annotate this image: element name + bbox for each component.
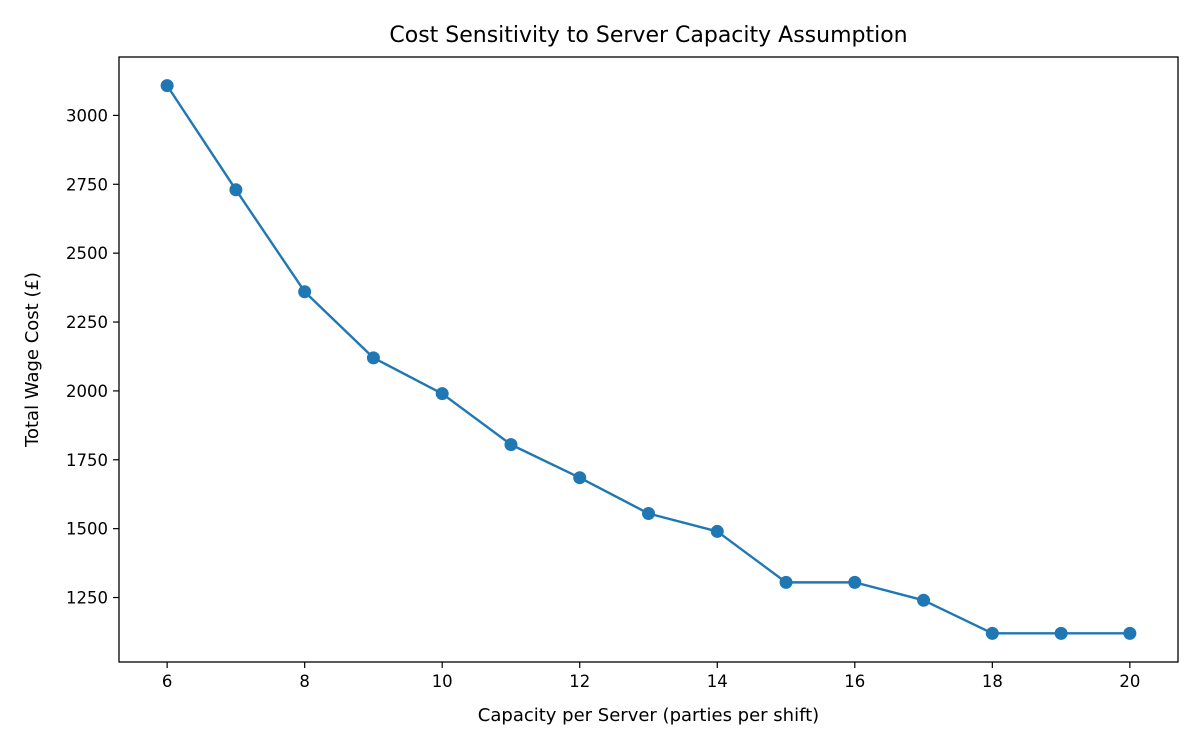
x-tick-label: 14 [707, 672, 728, 691]
data-point [298, 285, 312, 299]
x-tick-label: 20 [1119, 672, 1140, 691]
data-point [779, 575, 793, 589]
y-tick-label: 2000 [66, 382, 108, 401]
y-tick-label: 1500 [66, 520, 108, 539]
data-point [573, 471, 587, 485]
data-point [366, 351, 380, 365]
y-tick-label: 2750 [66, 175, 108, 194]
data-point [229, 183, 243, 197]
y-axis-label: Total Wage Cost (£) [22, 272, 43, 448]
x-tick-label: 12 [569, 672, 590, 691]
x-tick-label: 16 [844, 672, 865, 691]
y-tick-label: 3000 [66, 106, 108, 125]
data-point [710, 524, 724, 538]
series-layer [160, 79, 1137, 640]
data-point [848, 575, 862, 589]
data-point [917, 593, 931, 607]
data-point [504, 438, 518, 452]
y-tick-label: 2500 [66, 244, 108, 263]
x-tick-label: 18 [982, 672, 1003, 691]
series-line [166, 84, 1130, 635]
data-point [1123, 626, 1137, 640]
x-tick-label: 8 [299, 672, 310, 691]
data-point [435, 387, 449, 401]
x-axis: 6 8 10 12 14 16 18 20 [162, 662, 1140, 691]
chart-title: Cost Sensitivity to Server Capacity Assu… [389, 23, 907, 48]
x-tick-label: 10 [432, 672, 453, 691]
plot-frame [118, 56, 1179, 663]
y-tick-label: 1750 [66, 451, 108, 470]
x-tick-label: 6 [162, 672, 173, 691]
y-tick-label: 1250 [66, 589, 108, 608]
data-point [985, 626, 999, 640]
y-axis: 1250 1500 1750 2000 2250 2500 2750 3000 [66, 106, 119, 608]
y-tick-label: 2250 [66, 313, 108, 332]
data-point [160, 79, 174, 93]
x-axis-label: Capacity per Server (parties per shift) [478, 705, 819, 726]
data-point [1054, 626, 1068, 640]
data-point [642, 507, 655, 521]
